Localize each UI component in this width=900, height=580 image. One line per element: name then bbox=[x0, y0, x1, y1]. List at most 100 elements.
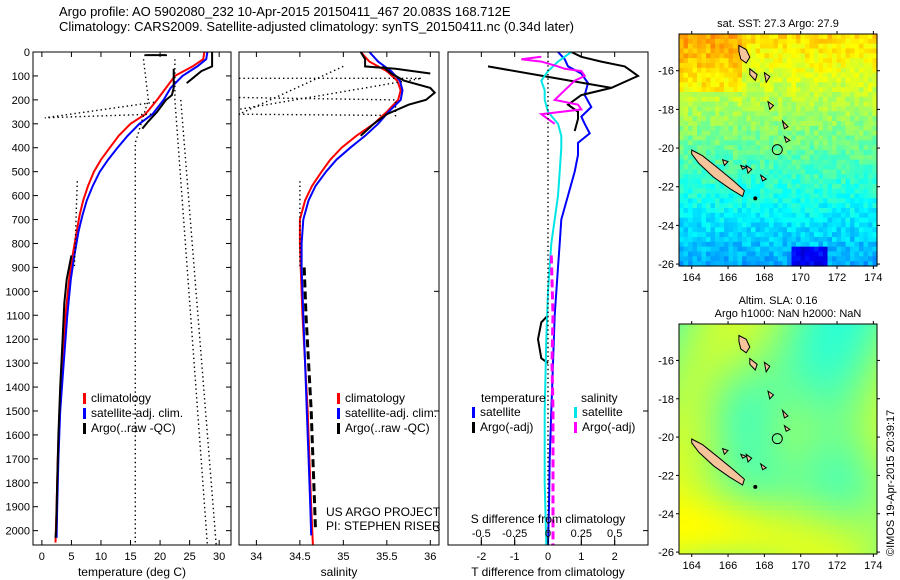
map-cell bbox=[733, 140, 739, 146]
map-cell bbox=[863, 154, 869, 161]
map-cell bbox=[791, 159, 797, 166]
map-cell bbox=[764, 544, 770, 550]
map-cell bbox=[845, 458, 851, 464]
map-cell bbox=[706, 232, 712, 238]
map-cell bbox=[679, 482, 685, 488]
map-cell bbox=[710, 154, 716, 161]
map-cell bbox=[863, 501, 869, 507]
map-cell bbox=[863, 462, 869, 469]
map-cell bbox=[697, 376, 703, 383]
map-cell bbox=[710, 395, 716, 402]
map-cell bbox=[836, 125, 842, 132]
map-cell bbox=[719, 472, 725, 478]
map-cell bbox=[755, 510, 761, 517]
map-cell bbox=[827, 77, 833, 83]
map-cell bbox=[796, 82, 802, 88]
map-cell bbox=[791, 415, 797, 421]
map-cell bbox=[688, 67, 694, 74]
map-cell bbox=[715, 227, 721, 233]
map-cell bbox=[764, 333, 770, 339]
map-cell bbox=[692, 391, 698, 397]
map-cell bbox=[800, 534, 806, 541]
map-cell bbox=[814, 439, 820, 445]
y-tick-label: 200 bbox=[12, 95, 30, 107]
map-cell bbox=[805, 145, 811, 151]
map-cell bbox=[728, 34, 734, 40]
map-cell bbox=[710, 145, 716, 151]
map-cell bbox=[809, 530, 815, 536]
y-tick-label: 1700 bbox=[6, 454, 30, 466]
map-cell bbox=[764, 328, 770, 335]
map-cell bbox=[692, 347, 698, 354]
map-cell bbox=[710, 246, 716, 253]
map-cell bbox=[751, 159, 757, 166]
map-cell bbox=[760, 203, 766, 209]
map-cell bbox=[800, 506, 806, 512]
map-cell bbox=[692, 82, 698, 88]
map-cell bbox=[832, 193, 838, 199]
map-cell bbox=[755, 462, 761, 469]
map-cell bbox=[827, 448, 833, 454]
map-cell bbox=[827, 462, 833, 469]
map-cell bbox=[809, 477, 815, 483]
map-cell bbox=[796, 193, 802, 199]
map-cell bbox=[733, 549, 739, 555]
map-cell bbox=[823, 188, 829, 195]
map-cell bbox=[800, 232, 806, 238]
map-cell bbox=[872, 212, 878, 219]
map-cell bbox=[845, 106, 851, 112]
map-cell bbox=[796, 92, 802, 98]
map-cell bbox=[809, 324, 815, 330]
map-cell bbox=[778, 92, 784, 98]
map-cell bbox=[715, 92, 721, 98]
map-cell bbox=[841, 227, 847, 233]
map-cell bbox=[760, 150, 766, 156]
map-cell bbox=[859, 241, 865, 248]
map-cell bbox=[823, 96, 829, 103]
map-cell bbox=[760, 530, 766, 536]
x-axis-label: salinity bbox=[321, 565, 358, 579]
map-cell bbox=[706, 121, 712, 127]
map-cell bbox=[755, 525, 761, 531]
map-cell bbox=[728, 106, 734, 112]
map-cell bbox=[746, 82, 752, 88]
y-tick-label: 400 bbox=[12, 143, 30, 155]
map-cell bbox=[850, 82, 856, 88]
map-cell bbox=[836, 67, 842, 74]
map-cell bbox=[760, 501, 766, 507]
map-cell bbox=[728, 87, 734, 93]
map-cell bbox=[773, 58, 779, 64]
map-cell bbox=[782, 198, 788, 204]
map-cell bbox=[823, 174, 829, 180]
map-cell bbox=[683, 67, 689, 74]
map-cell bbox=[796, 251, 802, 257]
map-cell bbox=[863, 193, 869, 199]
map-cell bbox=[854, 125, 860, 132]
x-tick-label: 172 bbox=[828, 560, 846, 572]
map-cell bbox=[863, 510, 869, 517]
map-cell bbox=[715, 48, 721, 54]
map-cell bbox=[854, 453, 860, 459]
y-tick-label: -22 bbox=[658, 182, 674, 194]
map-cell bbox=[782, 367, 788, 373]
map-cell bbox=[683, 145, 689, 151]
map-cell bbox=[836, 443, 842, 450]
map-cell bbox=[872, 405, 878, 411]
map-cell bbox=[868, 154, 874, 161]
map-cell bbox=[728, 208, 734, 214]
map-cell bbox=[679, 193, 685, 199]
map-cell bbox=[710, 367, 716, 373]
map-cell bbox=[719, 491, 725, 498]
map-cell bbox=[818, 362, 824, 368]
map-cell bbox=[805, 381, 811, 387]
map-cell bbox=[692, 145, 698, 151]
map-cell bbox=[859, 395, 865, 402]
map-cell bbox=[742, 515, 748, 522]
map-cell bbox=[805, 251, 811, 257]
map-cell bbox=[715, 501, 721, 507]
map-cell bbox=[836, 63, 842, 69]
map-cell bbox=[854, 130, 860, 137]
map-cell bbox=[787, 256, 793, 262]
map-cell bbox=[859, 477, 865, 483]
map-cell bbox=[791, 241, 797, 248]
